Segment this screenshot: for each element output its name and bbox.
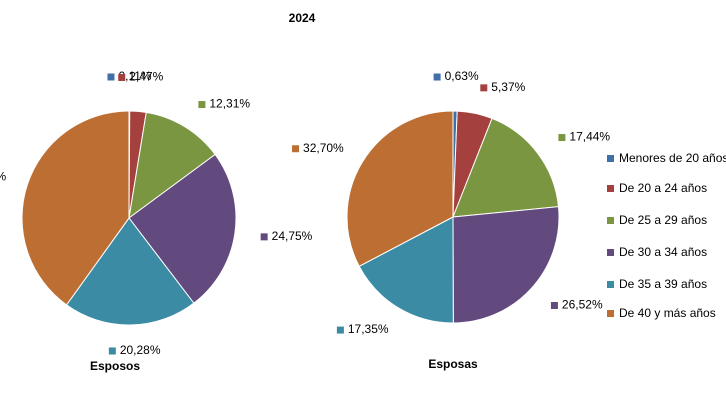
data-label: 17,35% [348,322,389,336]
data-label: 40,08% [0,169,6,183]
data-label: 17,44% [569,130,610,144]
pie-slice [65,217,195,326]
pie-slice [358,216,454,324]
data-label: 26,52% [562,298,603,312]
data-label: 32,70% [303,141,344,155]
label-swatch [550,302,558,310]
data-label: 5,37% [491,80,525,94]
legend-label: De 40 y más años [619,306,716,320]
legend-label: De 20 a 24 años [619,181,708,195]
data-label: 0,63% [445,69,479,83]
label-swatch [107,73,115,81]
data-label: 0,11% [118,69,151,83]
legend-swatch [607,185,614,192]
legend-entry: De 40 y más años [607,306,726,321]
legend-entry: De 25 a 29 años [607,213,726,228]
label-swatch [118,73,126,81]
legend-label: De 30 a 34 años [619,245,708,259]
legend-entry: De 30 a 34 años [607,245,726,260]
legend-entry: Menores de 20 años [607,151,726,166]
label-swatch [558,134,566,142]
data-label: 12,31% [209,97,250,111]
pie-title: Esposas [428,357,478,371]
pie-title: Esposos [90,359,140,373]
data-label: 24,75% [272,229,313,243]
label-swatch [433,73,441,81]
pie-slice [452,206,560,324]
label-swatch [108,347,116,355]
pie-slice [346,110,454,267]
label-swatch [198,101,206,109]
data-label: 20,28% [120,343,161,357]
legend-entry: De 20 a 24 años [607,181,726,196]
label-swatch [260,233,268,241]
legend-label: De 35 a 39 años [619,277,708,291]
data-label: 2,47% [129,70,163,84]
legend-entry: De 35 a 39 años [607,277,726,292]
pie-slice [128,111,216,220]
legend-label: De 25 a 29 años [619,213,708,227]
label-swatch [292,145,300,153]
label-swatch [480,84,488,92]
pie-slice [452,117,560,218]
label-swatch [336,326,344,334]
legend-swatch [607,281,614,288]
pie-slice [21,110,130,306]
chart-title: 2024 [289,11,316,25]
legend-swatch [607,249,614,256]
legend-swatch [607,217,614,224]
legend-label: Menores de 20 años [619,151,726,165]
legend-swatch [607,155,614,162]
legend-swatch [607,310,614,317]
pie-slice [128,153,237,304]
